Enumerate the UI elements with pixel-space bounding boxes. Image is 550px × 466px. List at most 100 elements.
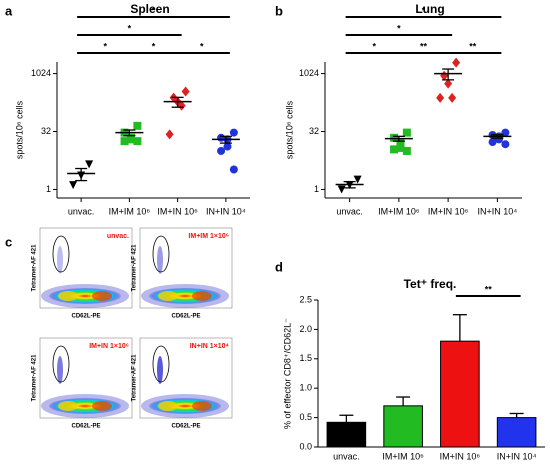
bar: [496, 417, 537, 448]
cell-density: [92, 291, 112, 301]
point: [501, 140, 510, 149]
panel-letter: a: [5, 3, 13, 18]
tet-scatter: [57, 356, 63, 384]
point: [452, 57, 461, 68]
tet-scatter: [157, 246, 163, 274]
flow-x-label: CD62L-PE: [71, 424, 100, 430]
x-tick-label: IM+IN 10⁶: [428, 206, 469, 216]
point: [488, 138, 497, 147]
y-tick-label: 1.5: [299, 353, 312, 363]
gate: [152, 235, 170, 273]
x-tick-label: IM+IM 10⁶: [109, 206, 151, 216]
point: [390, 133, 399, 142]
cell-density: [58, 401, 78, 411]
flow-x-label: CD62L-PE: [171, 314, 200, 320]
point: [396, 139, 405, 148]
y-tick-label: 1: [314, 184, 319, 194]
significance-label: *: [152, 41, 156, 51]
y-tick-label: 1: [46, 184, 51, 194]
flow-plot-label: IN+IN 1×10⁴: [190, 343, 230, 350]
significance-label: *: [372, 41, 376, 51]
flow-plot-label: unvac.: [107, 233, 129, 240]
significance-label: *: [152, 5, 156, 15]
point: [402, 128, 411, 137]
x-tick-label: unvac.: [336, 206, 363, 216]
cell-density: [158, 291, 178, 301]
y-axis-label: % of effector CD8⁺/CD62L⁻: [282, 318, 292, 429]
panel-title: Lung: [415, 2, 444, 16]
significance-label: *: [397, 23, 401, 33]
x-tick-label: IM+IM 10⁶: [382, 451, 424, 461]
point: [229, 128, 238, 137]
bar: [326, 421, 367, 448]
significance-label: **: [420, 41, 428, 51]
flow-plot-label: IM+IN 1×10⁶: [89, 343, 129, 350]
flow-y-label: Tetramer-AF 421: [132, 354, 138, 402]
point: [448, 92, 457, 103]
gate: [52, 345, 70, 383]
y-tick-label: 32: [309, 126, 319, 136]
point: [402, 146, 411, 155]
point: [223, 142, 232, 151]
significance-label: **: [469, 41, 477, 51]
point: [444, 78, 453, 89]
point: [85, 160, 94, 169]
flow-plot-label: IM+IM 1×10⁶: [188, 233, 229, 240]
y-tick-label: 0.0: [299, 441, 312, 451]
point: [69, 181, 78, 190]
tet-scatter: [157, 356, 163, 384]
point: [390, 145, 399, 154]
point: [133, 121, 142, 130]
x-tick-label: unvac.: [333, 451, 360, 461]
point: [177, 100, 186, 111]
significance-label: *: [422, 5, 426, 15]
x-tick-label: IM+IM 10⁶: [378, 206, 420, 216]
flow-x-label: CD62L-PE: [171, 424, 200, 430]
y-tick-label: 0.5: [299, 412, 312, 422]
panel-letter: c: [5, 234, 12, 249]
x-tick-label: unvac.: [68, 206, 95, 216]
cell-density: [92, 401, 112, 411]
gate: [152, 345, 170, 383]
flow-y-label: Tetramer-AF 421: [32, 244, 38, 292]
panel-letter: b: [275, 3, 283, 18]
x-tick-label: IN+IN 10⁴: [206, 206, 246, 216]
cell-density: [58, 291, 78, 301]
significance-label: *: [200, 41, 204, 51]
y-axis-label: spots/10⁶ cells: [14, 100, 24, 159]
y-tick-label: 32: [41, 126, 51, 136]
gate: [52, 235, 70, 273]
cell-density: [192, 291, 212, 301]
point: [217, 146, 226, 155]
bar: [440, 340, 480, 448]
y-tick-label: 2.0: [299, 324, 312, 334]
point: [120, 137, 129, 146]
x-tick-label: IN+IN 10⁴: [497, 451, 537, 461]
y-tick-label: 1024: [31, 68, 51, 78]
bar: [383, 405, 423, 448]
point: [353, 175, 362, 184]
x-tick-label: IM+IN 10⁶: [157, 206, 198, 216]
point: [181, 86, 190, 97]
significance-label: *: [103, 41, 107, 51]
y-tick-label: 2.5: [299, 294, 312, 304]
point: [126, 135, 135, 144]
point: [165, 129, 174, 140]
panel-title: Spleen: [130, 2, 169, 16]
y-tick-label: 1.0: [299, 383, 312, 393]
panel-title: Tet⁺ freq.: [404, 277, 457, 291]
panel-letter: d: [275, 259, 283, 274]
flow-y-label: Tetramer-AF 421: [32, 354, 38, 402]
x-tick-label: IM+IN 10⁶: [440, 451, 481, 461]
x-tick-label: IN+IN 10⁴: [478, 206, 518, 216]
y-axis-label: spots/10⁶ cells: [284, 100, 294, 159]
cell-density: [158, 401, 178, 411]
point: [396, 143, 405, 152]
y-tick-label: 1024: [299, 68, 319, 78]
tet-scatter: [57, 246, 63, 274]
flow-y-label: Tetramer-AF 421: [132, 244, 138, 292]
cell-density: [192, 401, 212, 411]
point: [229, 165, 238, 174]
significance-label: **: [485, 284, 493, 294]
